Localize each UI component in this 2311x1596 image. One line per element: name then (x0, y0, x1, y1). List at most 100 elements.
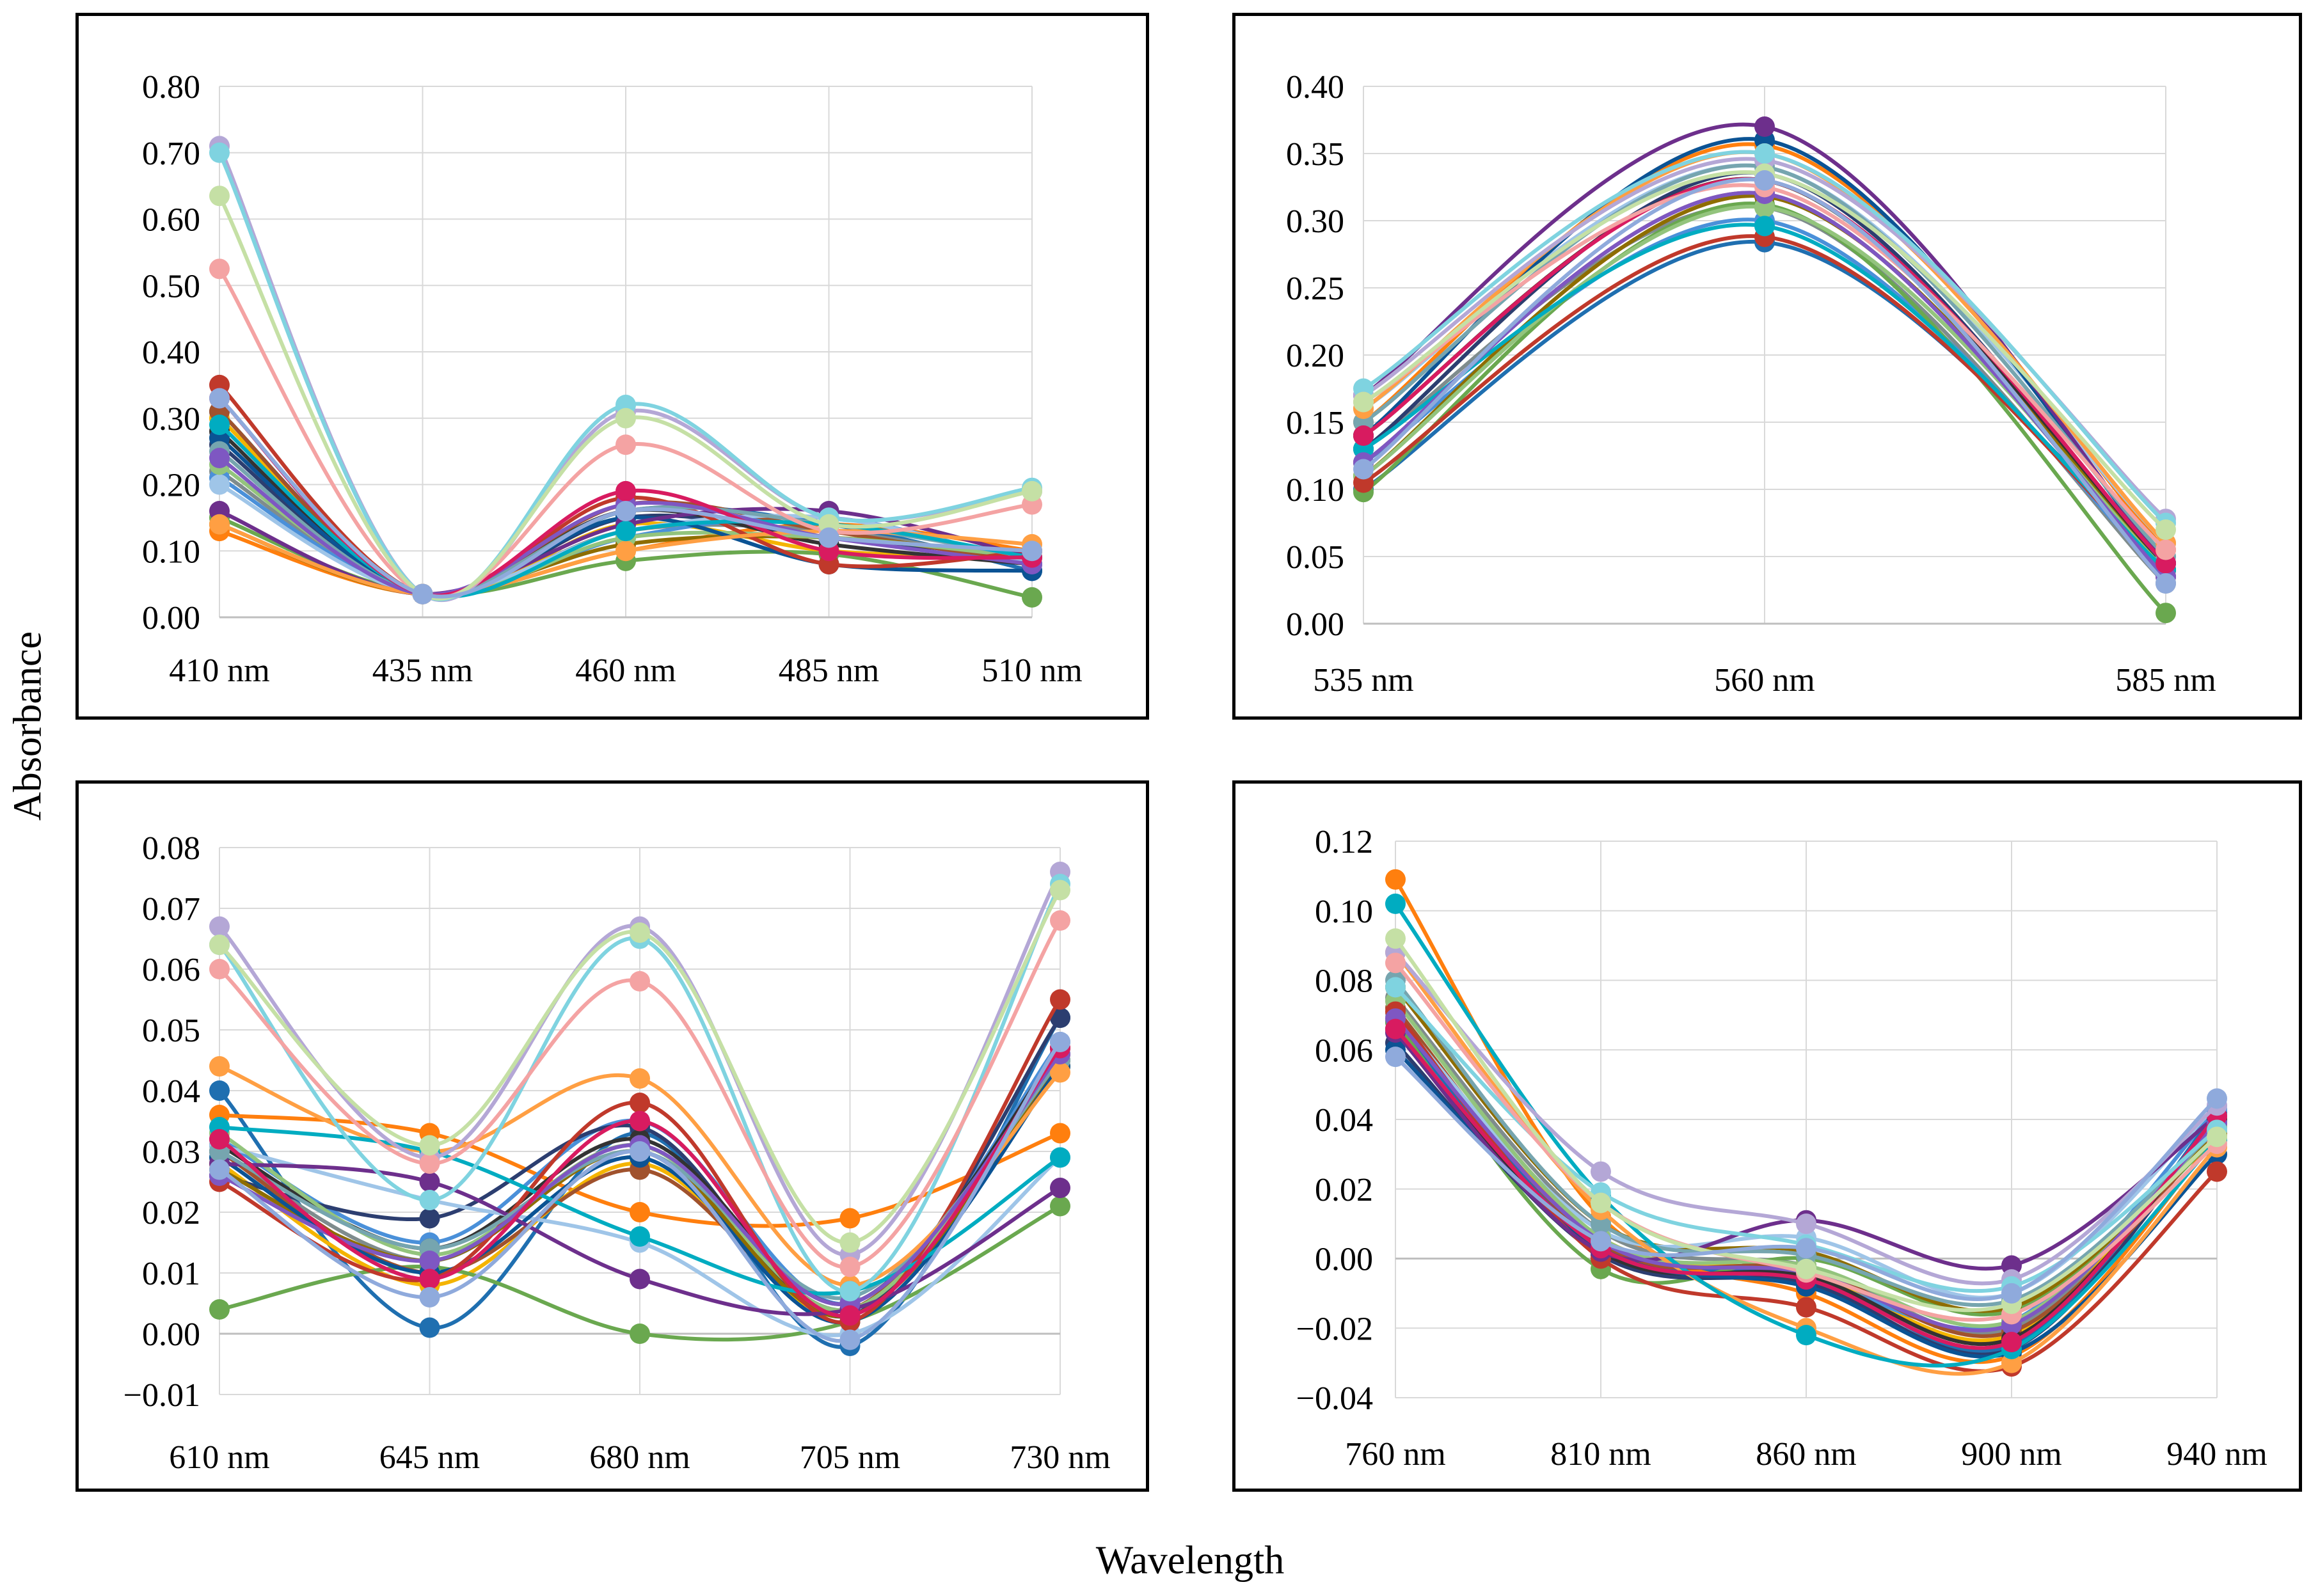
data-point (630, 1141, 650, 1162)
data-point (1754, 116, 1775, 137)
x-tick-label: 940 nm (2166, 1436, 2267, 1473)
data-point (1050, 1147, 1070, 1168)
data-point (209, 186, 230, 207)
data-point (839, 1305, 861, 1326)
chart-svg-610-730: −0.01 0.00 0.01 0.02 0.03 0.04 0.05 0.06 0.07 0.0… (123, 830, 1111, 1476)
chart-panel-610-730: −0.01 0.00 0.01 0.02 0.03 0.04 0.05 0.06 0.07 0.0… (75, 780, 1149, 1492)
data-point (419, 1317, 440, 1338)
y-tick-label: 0.30 (1286, 203, 1344, 240)
series-25 (209, 1032, 1070, 1350)
series-line (218, 436, 1034, 597)
data-point (1050, 910, 1070, 931)
chart-svg-535-585: 0.00 0.05 0.10 0.15 0.20 0.25 0.30 0.35 0.40 535 … (1286, 69, 2216, 699)
data-point (839, 1281, 861, 1302)
data-point (1591, 1231, 1611, 1252)
data-point (2156, 603, 2176, 624)
data-point (615, 407, 636, 429)
chart-svg-760-940: −0.04 −0.02 0.00 0.02 0.04 0.06 0.08 0.10 0.12 76… (1296, 824, 2267, 1473)
x-tick-label: 460 nm (575, 652, 676, 689)
data-point (209, 388, 230, 409)
data-point (419, 1153, 440, 1174)
y-tick-label: 0.12 (1315, 824, 1373, 860)
y-tick-label: 0.40 (1286, 69, 1344, 106)
data-point (1796, 1297, 1816, 1318)
y-tick-label: 0.15 (1286, 405, 1344, 441)
x-tick-label: 410 nm (169, 652, 269, 689)
y-tick-label: 0.05 (142, 1013, 200, 1049)
y-tick-label: 0.07 (142, 891, 200, 928)
data-point (630, 1068, 650, 1089)
data-point (1022, 587, 1042, 608)
data-point (1591, 1192, 1611, 1213)
data-point (839, 1208, 861, 1229)
data-point (209, 1080, 230, 1101)
series-line (218, 1052, 1062, 1307)
data-point (209, 959, 230, 979)
data-point (419, 1190, 440, 1210)
data-point (1385, 1018, 1406, 1039)
data-point (1591, 1161, 1611, 1182)
y-tick-label: 0.00 (1315, 1242, 1373, 1278)
data-point (412, 583, 433, 604)
data-point (1050, 880, 1070, 901)
y-tick-label: 0.30 (142, 401, 200, 438)
y-tick-label: −0.01 (123, 1377, 200, 1414)
data-point (2001, 1283, 2022, 1304)
x-tick-label: 730 nm (1010, 1439, 1110, 1476)
data-point (1022, 480, 1042, 502)
data-point (1050, 1123, 1070, 1144)
chart-svg-410-510: 0.00 0.10 0.20 0.30 0.40 0.50 0.60 0.70 0.80 410 … (142, 69, 1083, 689)
data-point (2207, 1126, 2227, 1148)
y-tick-label: 0.02 (1315, 1172, 1373, 1208)
y-tick-label: 0.00 (142, 600, 200, 636)
data-point (1050, 1196, 1070, 1217)
data-point (419, 1287, 440, 1308)
y-tick-label: 0.01 (142, 1256, 200, 1292)
data-point (818, 527, 839, 548)
y-tick-label: 0.40 (142, 335, 200, 371)
y-tick-label: 0.00 (1286, 606, 1344, 643)
data-point (209, 1159, 230, 1180)
data-point (2001, 1332, 2022, 1352)
data-point (2207, 1161, 2227, 1182)
data-point (1385, 977, 1406, 998)
data-point (209, 142, 230, 163)
y-tick-label: 0.08 (1315, 963, 1373, 1000)
data-point (1796, 1325, 1816, 1346)
data-point (1050, 1062, 1070, 1083)
series-25 (1353, 170, 2176, 594)
data-point (615, 480, 636, 502)
data-point (419, 1208, 440, 1229)
data-point (209, 514, 230, 535)
data-point (630, 971, 650, 992)
data-point (419, 1135, 440, 1156)
x-tick-label: 645 nm (379, 1439, 480, 1476)
series-line (218, 194, 1034, 601)
data-point (1385, 1047, 1406, 1068)
series-line (218, 1064, 1062, 1325)
y-tick-label: 0.08 (142, 830, 200, 867)
data-point (1353, 425, 1374, 446)
series-line (218, 150, 1034, 602)
series-line (218, 383, 1034, 598)
data-point (1754, 170, 1775, 191)
y-tick-label: 0.06 (142, 952, 200, 988)
x-tick-label: 860 nm (1756, 1436, 1856, 1473)
series-24 (1385, 928, 2227, 1315)
x-tick-label: 705 nm (800, 1439, 900, 1476)
x-tick-label: 760 nm (1345, 1436, 1445, 1473)
data-point (630, 1323, 650, 1344)
data-point (630, 1202, 650, 1222)
data-point (2156, 519, 2176, 540)
x-tick-label: 680 nm (589, 1439, 690, 1476)
data-point (615, 541, 636, 562)
data-point (1796, 1258, 1816, 1279)
y-tick-label: 0.10 (142, 533, 200, 570)
series-line (218, 396, 1034, 599)
x-axis-label: Wavelength (1095, 1538, 1285, 1583)
series-line (218, 919, 1062, 1269)
data-point (1796, 1213, 1816, 1235)
chart-panel-760-940: −0.04 −0.02 0.00 0.02 0.04 0.06 0.08 0.10 0.12 76… (1232, 780, 2302, 1492)
data-point (615, 521, 636, 542)
data-point (209, 415, 230, 436)
